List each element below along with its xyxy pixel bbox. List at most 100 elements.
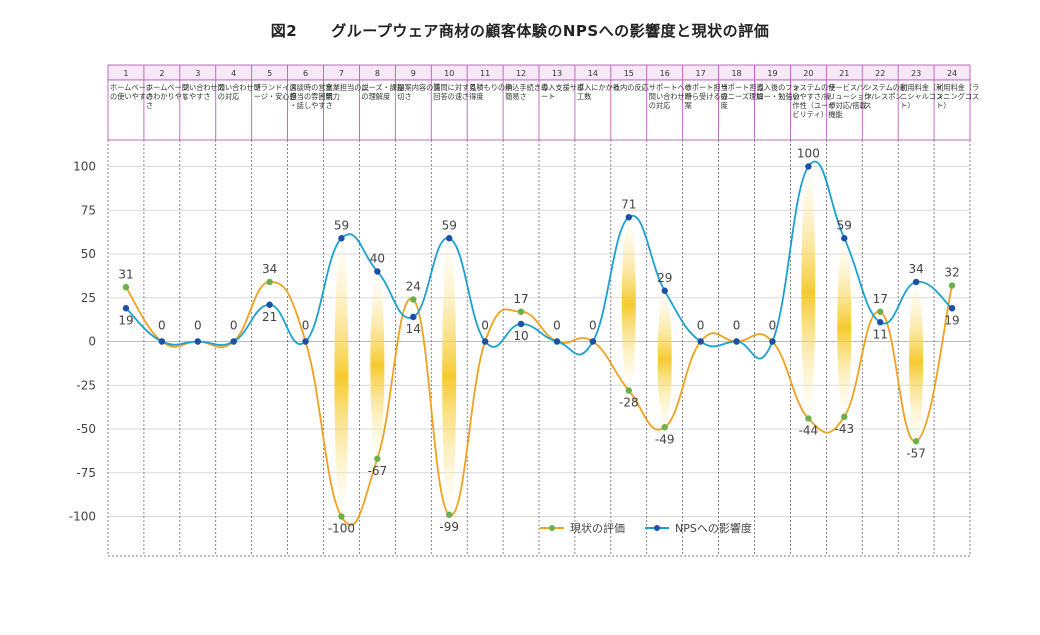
category-number: 5: [267, 69, 272, 78]
data-label-s2: 34: [908, 262, 923, 276]
gap-highlight: [621, 217, 636, 391]
data-point-s1: [948, 282, 956, 289]
data-point-s2: [805, 163, 812, 170]
data-label-s1: 24: [406, 280, 421, 294]
category-name: 導入にかかる工数: [577, 83, 620, 101]
data-label-s1: 0: [769, 319, 777, 333]
data-point-s1: [338, 513, 345, 520]
category-number: 11: [480, 69, 490, 78]
category-number: 13: [552, 69, 562, 78]
data-point-s2: [589, 338, 597, 345]
data-label-s1: 17: [873, 292, 888, 306]
y-tick-label: 75: [81, 203, 96, 217]
category-name: 提案内容の適切さ: [397, 83, 440, 101]
data-point-s2: [410, 313, 417, 321]
legend-marker-2: [654, 525, 660, 531]
legend-marker-1: [549, 525, 555, 531]
data-label-s2: 19: [118, 313, 133, 327]
data-label-s2: 59: [837, 218, 852, 232]
y-tick-label: -50: [76, 422, 96, 436]
data-label-s1: -49: [655, 432, 675, 446]
category-number: 10: [444, 69, 454, 78]
data-label-s2: 29: [657, 271, 672, 285]
data-point-s2: [194, 338, 201, 345]
data-point-s2: [912, 278, 920, 286]
data-label-s2: 14: [406, 322, 421, 336]
category-name: 面談時の営業担当の雰囲気・話しやすさ: [290, 83, 333, 110]
category-number: 8: [375, 69, 380, 78]
data-label-s2: 19: [944, 313, 959, 327]
y-tick-label: -25: [76, 378, 96, 392]
data-point-s2: [446, 235, 453, 242]
category-number: 4: [231, 69, 236, 78]
y-tick-label: -100: [69, 510, 96, 524]
category-name: 利用料金（ランニングコスト）: [936, 83, 979, 110]
data-point-s2: [481, 338, 489, 345]
data-label-s2: 59: [334, 218, 349, 232]
data-label-s1: -99: [439, 520, 459, 534]
chart-title: 図2 グループウェア商材の顧客体験のNPSへの影響度と現状の評価: [0, 20, 1040, 41]
data-label-s2: 71: [621, 197, 636, 211]
gap-highlight: [334, 238, 349, 517]
category-number: 7: [339, 69, 344, 78]
data-point-s2: [625, 214, 632, 221]
data-point-s2: [338, 235, 345, 242]
data-label-s1: 34: [262, 262, 277, 276]
data-point-s2: [122, 305, 130, 312]
data-point-s2: [266, 301, 273, 308]
category-number: 12: [516, 69, 526, 78]
category-number: 23: [911, 69, 921, 78]
data-label-s2: 10: [513, 329, 528, 343]
data-point-s2: [230, 338, 237, 345]
category-number: 24: [947, 69, 957, 78]
category-number: 16: [660, 69, 670, 78]
category-name: ブランドイメージ・安心感: [254, 83, 297, 101]
gap-highlight: [909, 282, 924, 442]
category-name: 見積もりの納得度: [469, 83, 512, 101]
category-number: 20: [803, 69, 813, 78]
series-line-1: [125, 281, 953, 526]
data-label-s1: -67: [368, 464, 388, 478]
data-point-s2: [697, 338, 704, 345]
data-label-s1: 0: [158, 319, 166, 333]
data-label-s1: -43: [834, 422, 854, 436]
data-label-s1: 32: [944, 266, 959, 280]
category-name: 問い合わせ時の対応: [218, 83, 261, 101]
y-tick-label: 100: [73, 160, 96, 174]
category-number: 9: [411, 69, 416, 78]
category-number: 14: [588, 69, 598, 78]
data-point-s1: [122, 284, 130, 291]
gap-highlight: [801, 166, 816, 419]
chart-title-text: グループウェア商材の顧客体験のNPSへの影響度と現状の評価: [331, 22, 770, 40]
data-point-s1: [625, 387, 632, 394]
gap-highlight: [370, 271, 385, 459]
data-label-s1: 0: [697, 319, 705, 333]
gap-highlight: [442, 238, 457, 515]
data-label-s2: 40: [370, 252, 385, 266]
data-label-s1: 0: [733, 319, 741, 333]
category-name: 質問に対する回答の速さ: [433, 83, 476, 101]
data-label-s2: 100: [797, 147, 820, 161]
data-point-s2: [733, 338, 740, 345]
data-label-s1: 31: [118, 267, 133, 281]
figure-label: 図2: [270, 22, 298, 40]
data-label-s1: -28: [619, 396, 639, 410]
y-tick-label: -75: [76, 466, 96, 480]
data-point-s2: [158, 338, 166, 345]
data-label-s1: 0: [589, 319, 597, 333]
category-name: サービス/ソリューションの対応/搭載機能: [828, 83, 871, 119]
category-name: ホームページのわかりやすさ: [146, 83, 189, 110]
data-point-s2: [769, 338, 776, 345]
category-name: 営業担当の説明力: [326, 83, 369, 101]
data-point-s1: [266, 278, 273, 286]
category-name: サポート担当のニーズ理解度: [721, 83, 764, 110]
category-name: ニーズ・課題の理解度: [361, 83, 404, 101]
category-number: 18: [731, 69, 741, 78]
gap-highlight: [837, 238, 852, 417]
category-number: 2: [159, 69, 164, 78]
data-point-s1: [517, 308, 525, 315]
category-name: システムの使いやすさ/操作性（ユーザビリティ）: [792, 83, 835, 119]
data-point-s2: [841, 235, 848, 242]
data-label-s1: 17: [513, 292, 528, 306]
data-label-s1: 0: [481, 319, 489, 333]
